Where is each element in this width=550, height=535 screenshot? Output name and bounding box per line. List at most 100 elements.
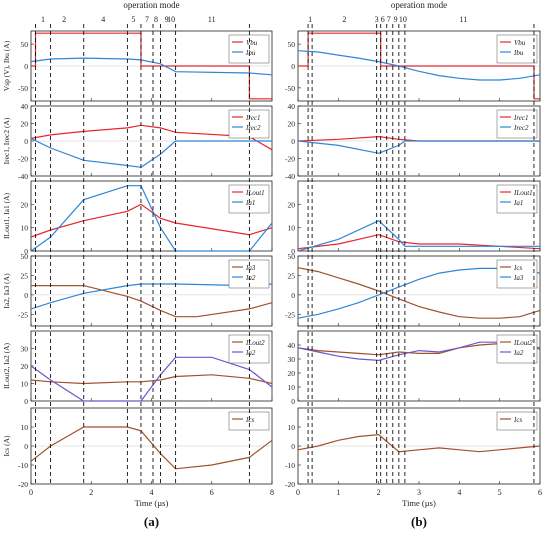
y-tick-label: 25 [21,271,29,280]
x-axis-label: Time (µs) [402,498,436,508]
mode-label: 10 [399,15,407,24]
legend-label: Ibu [513,49,524,57]
y-tick-label: -20 [285,480,295,489]
legend-box [496,411,538,431]
legend-label: Ics [245,416,254,424]
y-tick-label: -50 [18,84,28,93]
y-tick-label: 25 [288,271,296,280]
y-tick-label: -50 [285,84,295,93]
x-tick-label: 2 [89,488,93,497]
y-tick-label: -20 [18,155,28,164]
legend-label: Vbu [514,39,526,47]
subplot: -20 -10 0 10 Ics (A) Ics [2,407,273,489]
y-tick-label: 20 [288,200,296,209]
y-tick-label: 10 [288,383,296,392]
series-line [297,433,541,453]
subplot: 0 10 20 ILout1 Ia1 [288,180,541,256]
y-tick-label: 0 [291,62,295,71]
legend-box [496,109,538,139]
legend-label: Ibu [245,49,256,57]
y-tick-label: 20 [21,200,29,209]
subplot: -50 0 50 Vbu Ibu [285,30,541,102]
mode-title: operation mode [391,0,447,10]
legend-label: Ics [513,264,522,272]
mode-label: 11 [208,15,216,24]
mode-label: 3 [375,15,379,24]
mode-label: 10 [167,15,175,24]
series-line [297,140,540,154]
series-line [30,203,273,238]
y-tick-label: 10 [21,224,29,233]
y-tick-label: 10 [21,380,29,389]
legend-label: ILout1 [513,189,533,197]
legend-label: Irec2 [245,124,261,132]
series-line [30,356,273,402]
y-tick-label: 50 [288,40,296,49]
y-tick-label: 20 [21,120,29,129]
series-line [31,285,273,318]
mode-label: 2 [62,15,66,24]
x-tick-label: 2 [377,488,381,497]
mode-label: 11 [460,15,468,24]
y-tick-label: 0 [291,137,295,146]
y-tick-label: 30 [288,355,296,364]
y-tick-label: -40 [18,172,28,181]
x-tick-label: 8 [270,488,274,497]
y-tick-label: 0 [291,442,295,451]
series-line [30,374,273,385]
mode-label: 1 [41,15,45,24]
mode-label: 4 [101,15,105,24]
legend-label: Ia2 [245,349,256,357]
legend-label: Ia1 [513,199,523,207]
subplot: 0 10 20 30 40 ILout2 Ia2 [288,330,541,406]
y-tick-label: -20 [18,480,28,489]
x-tick-label: 6 [538,488,542,497]
mode-label: 2 [342,15,346,24]
series-line [30,426,273,470]
legend-box [496,34,538,64]
y-tick-label: 40 [288,102,296,111]
x-tick-label: 1 [336,488,340,497]
y-tick-label: -10 [18,461,28,470]
x-tick-label: 4 [457,488,461,497]
mode-label: 9 [165,15,169,24]
y-tick-label: 10 [288,423,296,432]
y-tick-label: 0 [24,137,28,146]
x-tick-label: 6 [210,488,214,497]
y-tick-label: 40 [21,102,29,111]
subplot: -50 0 50 Vsp (V), Ibu (A) Vbu Ibu [2,30,273,102]
y-tick-label: 50 [21,40,29,49]
y-tick-label: 30 [21,345,29,354]
y-axis-label: Ics (A) [2,435,11,457]
legend-label: Ia3 [245,264,256,272]
y-tick-label: 40 [288,341,296,350]
panel-label: (b) [411,514,427,529]
y-tick-label: -20 [285,155,295,164]
y-tick-label: 0 [24,291,28,300]
legend-box [496,259,538,289]
y-tick-label: -10 [285,461,295,470]
x-tick-label: 5 [498,488,502,497]
mode-label: 7 [145,15,149,24]
y-tick-label: 0 [291,291,295,300]
legend-label: Irec1 [245,114,261,122]
y-tick-label: -25 [18,310,28,319]
legend-box [496,334,538,364]
mode-label: 5 [131,15,135,24]
y-tick-label: 0 [24,62,28,71]
y-tick-label: 0 [24,247,28,256]
x-tick-label: 0 [296,488,300,497]
y-tick-label: 20 [288,120,296,129]
legend-label: Ia2 [513,349,524,357]
y-tick-label: 10 [288,224,296,233]
y-axis-label: ILout2, Ia2 (A) [2,342,11,389]
mode-title: operation mode [123,0,179,10]
mode-label: 1 [308,15,312,24]
legend-label: Irec2 [513,124,529,132]
legend-label: Ia1 [245,199,255,207]
legend-box [496,184,538,214]
x-tick-label: 4 [150,488,154,497]
legend-label: ILout2 [513,339,533,347]
y-tick-label: 50 [288,252,296,261]
